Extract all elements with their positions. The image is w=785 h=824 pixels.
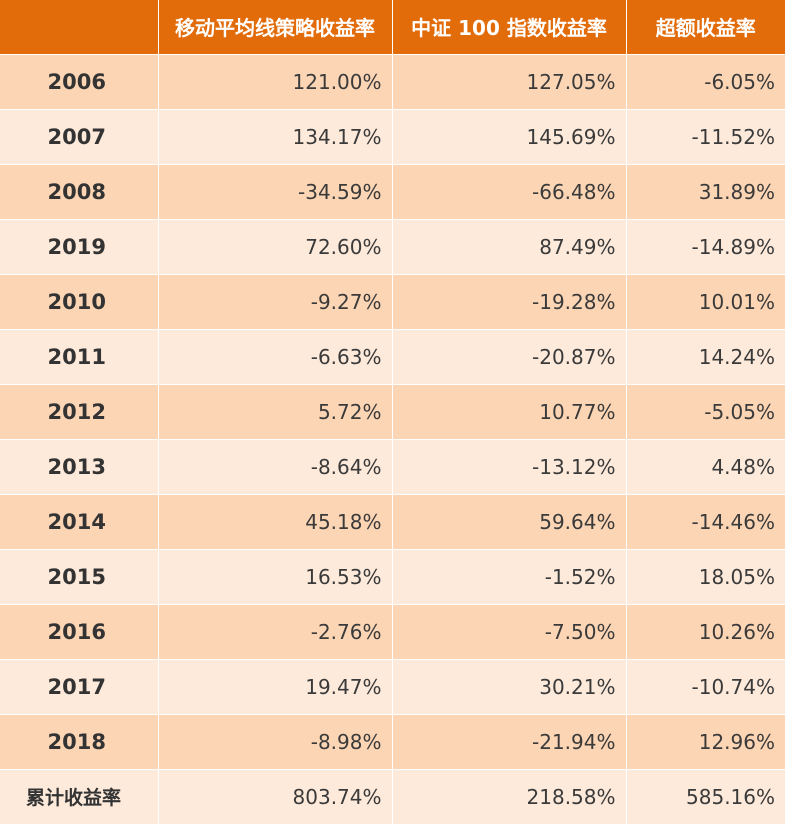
excess-return-cell: -11.52% xyxy=(626,108,785,164)
year-cell: 2016 xyxy=(0,603,159,659)
table-row: 2019 72.60% 87.49% -14.89% xyxy=(0,218,785,274)
index-return-cell: -7.50% xyxy=(392,603,627,659)
strategy-return-cell: 16.53% xyxy=(158,548,393,604)
table-row: 2010 -9.27% -19.28% 10.01% xyxy=(0,273,785,329)
excess-return-cell: 10.01% xyxy=(626,273,785,329)
strategy-return-cell: -9.27% xyxy=(158,273,393,329)
year-cell: 2012 xyxy=(0,383,159,439)
total-label-cell: 累计收益率 xyxy=(0,768,159,824)
table-row: 2015 16.53% -1.52% 18.05% xyxy=(0,548,785,604)
header-year xyxy=(0,0,159,54)
total-excess-cell: 585.16% xyxy=(626,768,785,824)
year-cell: 2015 xyxy=(0,548,159,604)
index-return-cell: -21.94% xyxy=(392,713,627,769)
table-row: 2008 -34.59% -66.48% 31.89% xyxy=(0,163,785,219)
excess-return-cell: -14.46% xyxy=(626,493,785,549)
index-return-cell: -20.87% xyxy=(392,328,627,384)
index-return-cell: -19.28% xyxy=(392,273,627,329)
excess-return-cell: 12.96% xyxy=(626,713,785,769)
strategy-return-cell: -34.59% xyxy=(158,163,393,219)
year-cell: 2017 xyxy=(0,658,159,714)
index-return-cell: -66.48% xyxy=(392,163,627,219)
header-strategy-return: 移动平均线策略收益率 xyxy=(158,0,393,54)
year-cell: 2013 xyxy=(0,438,159,494)
excess-return-cell: 14.24% xyxy=(626,328,785,384)
year-cell: 2008 xyxy=(0,163,159,219)
year-cell: 2019 xyxy=(0,218,159,274)
excess-return-cell: -14.89% xyxy=(626,218,785,274)
year-cell: 2011 xyxy=(0,328,159,384)
year-cell: 2018 xyxy=(0,713,159,769)
index-return-cell: 10.77% xyxy=(392,383,627,439)
table-row: 2007 134.17% 145.69% -11.52% xyxy=(0,108,785,164)
table-row: 2012 5.72% 10.77% -5.05% xyxy=(0,383,785,439)
excess-return-cell: 10.26% xyxy=(626,603,785,659)
table-row: 2017 19.47% 30.21% -10.74% xyxy=(0,658,785,714)
table-row: 2016 -2.76% -7.50% 10.26% xyxy=(0,603,785,659)
header-row: 移动平均线策略收益率 中证 100 指数收益率 超额收益率 xyxy=(0,0,785,54)
index-return-cell: 87.49% xyxy=(392,218,627,274)
total-row: 累计收益率 803.74% 218.58% 585.16% xyxy=(0,768,785,824)
strategy-return-cell: 45.18% xyxy=(158,493,393,549)
header-excess-return: 超额收益率 xyxy=(626,0,785,54)
table-row: 2011 -6.63% -20.87% 14.24% xyxy=(0,328,785,384)
index-return-cell: 59.64% xyxy=(392,493,627,549)
table-row: 2018 -8.98% -21.94% 12.96% xyxy=(0,713,785,769)
excess-return-cell: 18.05% xyxy=(626,548,785,604)
table-row: 2013 -8.64% -13.12% 4.48% xyxy=(0,438,785,494)
year-cell: 2014 xyxy=(0,493,159,549)
index-return-cell: -1.52% xyxy=(392,548,627,604)
strategy-return-cell: 121.00% xyxy=(158,53,393,109)
strategy-return-cell: -2.76% xyxy=(158,603,393,659)
excess-return-cell: -10.74% xyxy=(626,658,785,714)
total-index-cell: 218.58% xyxy=(392,768,627,824)
excess-return-cell: -5.05% xyxy=(626,383,785,439)
excess-return-cell: -6.05% xyxy=(626,53,785,109)
index-return-cell: 30.21% xyxy=(392,658,627,714)
strategy-return-cell: -6.63% xyxy=(158,328,393,384)
excess-return-cell: 4.48% xyxy=(626,438,785,494)
strategy-return-cell: -8.98% xyxy=(158,713,393,769)
table-row: 2014 45.18% 59.64% -14.46% xyxy=(0,493,785,549)
header-index-return: 中证 100 指数收益率 xyxy=(392,0,627,54)
strategy-return-cell: 134.17% xyxy=(158,108,393,164)
year-cell: 2007 xyxy=(0,108,159,164)
total-strategy-cell: 803.74% xyxy=(158,768,393,824)
table-row: 2006 121.00% 127.05% -6.05% xyxy=(0,53,785,109)
year-cell: 2010 xyxy=(0,273,159,329)
strategy-return-cell: 19.47% xyxy=(158,658,393,714)
year-cell: 2006 xyxy=(0,53,159,109)
strategy-return-cell: -8.64% xyxy=(158,438,393,494)
strategy-return-cell: 72.60% xyxy=(158,218,393,274)
index-return-cell: 127.05% xyxy=(392,53,627,109)
index-return-cell: 145.69% xyxy=(392,108,627,164)
excess-return-cell: 31.89% xyxy=(626,163,785,219)
strategy-return-cell: 5.72% xyxy=(158,383,393,439)
index-return-cell: -13.12% xyxy=(392,438,627,494)
table-body: 2006 121.00% 127.05% -6.05% 2007 134.17% 145.6… xyxy=(0,53,785,824)
